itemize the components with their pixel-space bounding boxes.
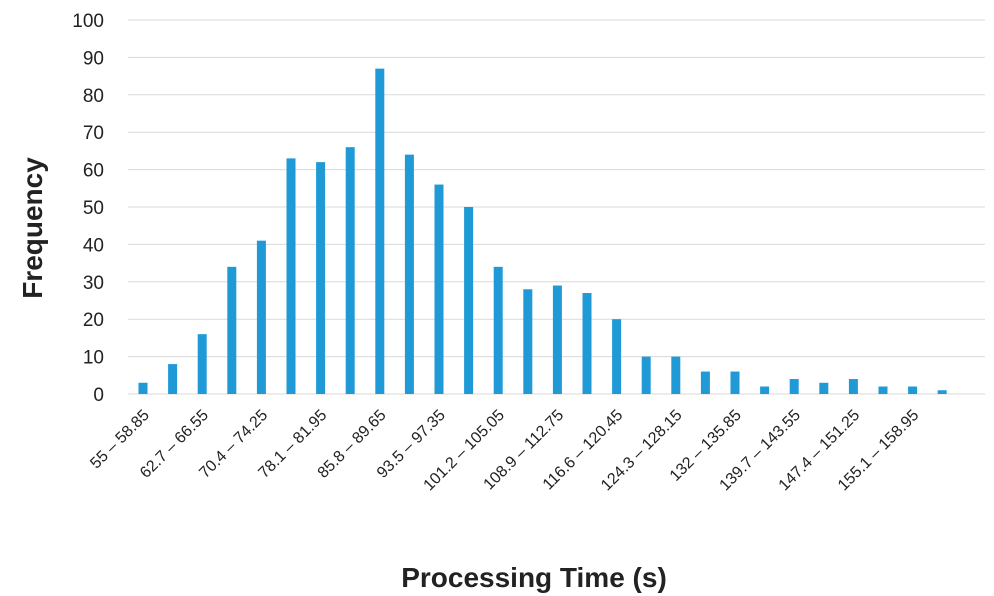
y-tick-label: 40 <box>83 235 104 256</box>
bar <box>908 386 918 394</box>
bar <box>848 379 858 394</box>
y-tick-label: 90 <box>83 48 104 69</box>
y-tick-labels: 0 10 20 30 40 50 60 70 80 90 100 <box>72 11 104 406</box>
bar <box>197 334 207 394</box>
bar <box>345 147 355 394</box>
y-tick-label: 30 <box>83 273 104 294</box>
y-tick-label: 60 <box>83 161 104 182</box>
bar <box>582 293 592 394</box>
y-tick-label: 20 <box>83 310 104 331</box>
bar <box>316 162 326 394</box>
gridlines <box>128 19 985 395</box>
bar <box>227 266 237 394</box>
y-axis-title: Frequency <box>17 157 48 299</box>
bar <box>375 68 385 395</box>
bar <box>700 371 710 394</box>
bar <box>552 285 562 394</box>
bar <box>523 289 533 394</box>
x-axis-title: Processing Time (s) <box>401 562 667 593</box>
bar <box>404 154 414 394</box>
bar <box>671 356 681 394</box>
y-tick-label: 80 <box>83 86 104 107</box>
bar <box>878 386 888 394</box>
bar <box>493 266 503 394</box>
bar <box>760 386 770 394</box>
bar <box>286 158 296 394</box>
y-tick-label: 0 <box>93 385 104 406</box>
bar <box>612 319 622 394</box>
bar <box>641 356 651 394</box>
y-tick-label: 10 <box>83 348 104 369</box>
bar <box>730 371 740 394</box>
y-tick-label: 70 <box>83 123 104 144</box>
bar <box>256 240 266 394</box>
bars <box>138 68 947 395</box>
bar <box>819 382 829 394</box>
bar <box>168 364 178 394</box>
bar <box>464 207 474 394</box>
bar <box>138 382 148 394</box>
y-tick-label: 50 <box>83 198 104 219</box>
bar <box>937 390 947 394</box>
bar <box>434 184 444 394</box>
bar <box>789 379 799 394</box>
y-tick-label: 100 <box>72 11 104 32</box>
